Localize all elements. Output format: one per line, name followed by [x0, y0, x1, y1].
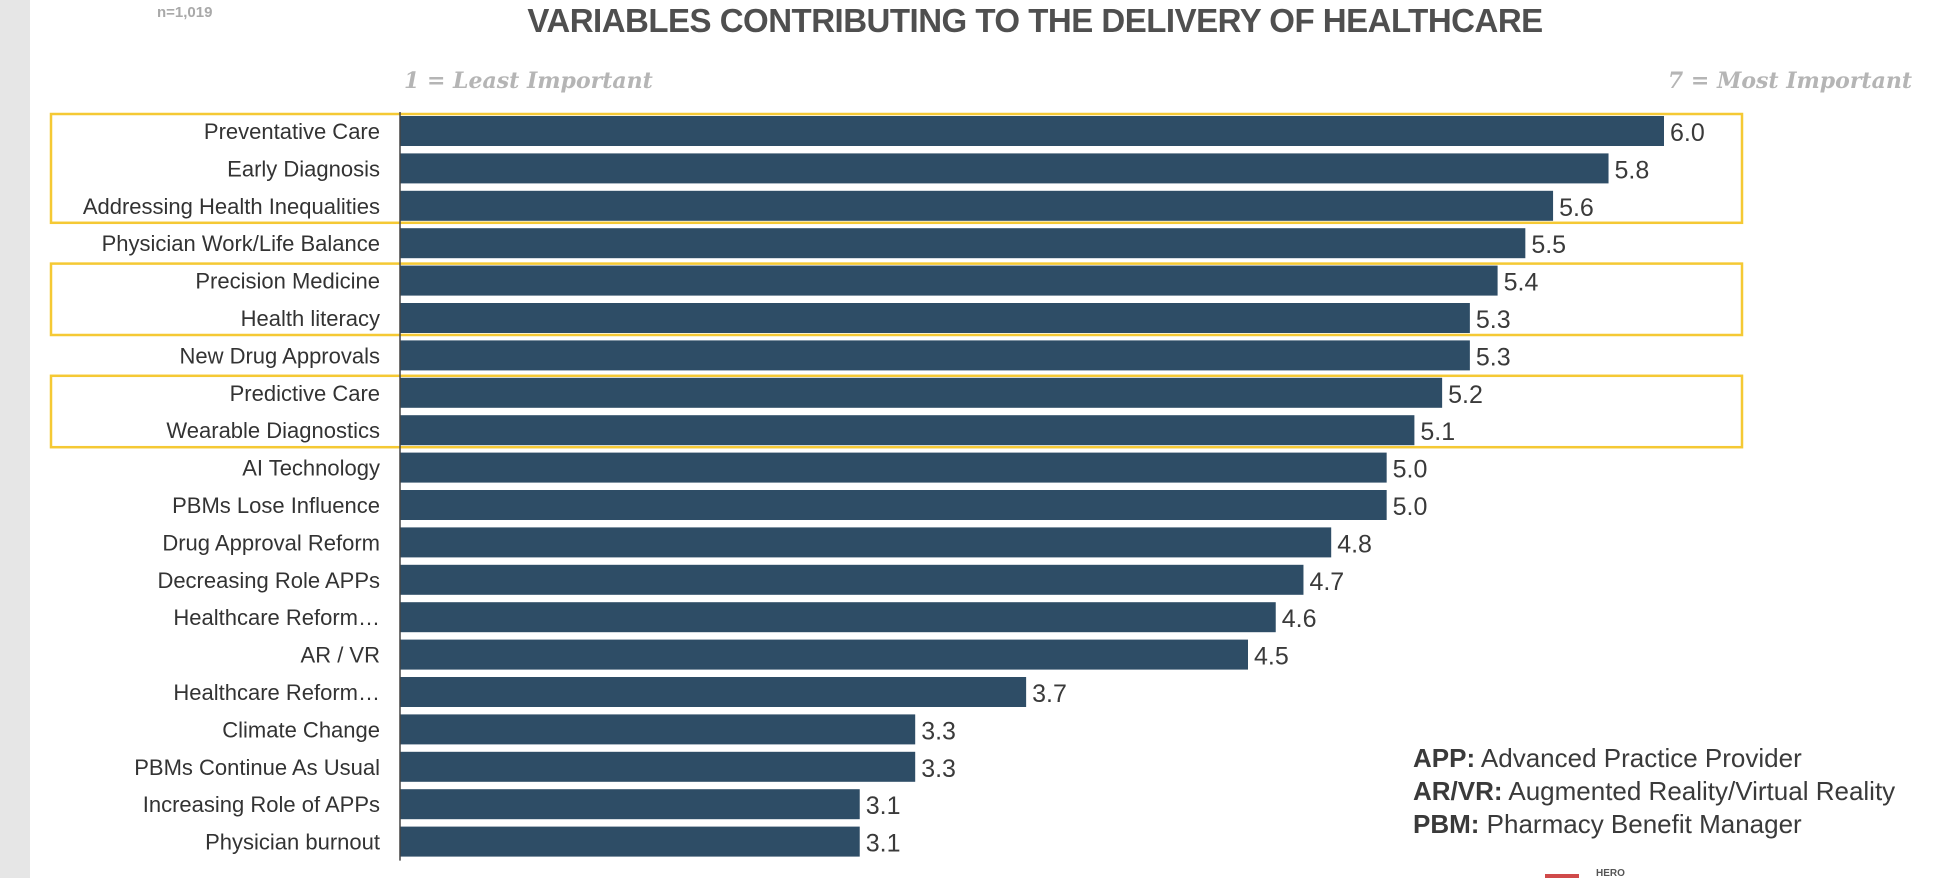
bar-14 — [400, 602, 1276, 633]
scale-least-label: 1 = Least Important — [404, 68, 653, 94]
highlight-box-2 — [49, 262, 1744, 337]
value-label-11: 5.0 — [1393, 493, 1428, 521]
bar-4 — [400, 228, 1526, 259]
value-label-18: 3.3 — [921, 755, 956, 783]
bar-20 — [400, 826, 860, 857]
value-label-15: 4.5 — [1254, 643, 1289, 671]
bar-6 — [400, 303, 1470, 333]
bar-3 — [400, 190, 1554, 221]
highlight-box-3 — [49, 374, 1744, 449]
category-label-15: AR / VR — [301, 643, 380, 668]
category-label-8: Predictive Care — [230, 381, 380, 406]
bar-8 — [400, 377, 1443, 408]
bar-1 — [400, 116, 1664, 146]
bar-18 — [400, 751, 916, 782]
category-label-3: Addressing Health Inequalities — [83, 194, 380, 219]
category-label-9: Wearable Diagnostics — [166, 418, 380, 443]
category-label-11: PBMs Lose Influence — [172, 493, 380, 518]
value-label-19: 3.1 — [866, 792, 901, 820]
category-label-13: Decreasing Role APPs — [157, 568, 380, 593]
category-label-16: Healthcare Reform… — [173, 680, 380, 705]
bar-9 — [400, 415, 1415, 446]
bar-2 — [400, 153, 1609, 184]
bar-7 — [400, 340, 1470, 371]
bar-19 — [400, 789, 860, 820]
bar-15 — [400, 639, 1248, 670]
abbreviation-legend: APP: Advanced Practice Provider AR/VR: A… — [1413, 742, 1895, 841]
value-label-6: 5.3 — [1476, 306, 1511, 334]
value-label-13: 4.7 — [1309, 568, 1344, 596]
brand-logo-mark — [1545, 874, 1579, 878]
value-label-12: 4.8 — [1337, 530, 1372, 558]
left-gutter — [0, 0, 30, 878]
category-label-19: Increasing Role of APPs — [143, 792, 380, 817]
value-label-5: 5.4 — [1504, 269, 1539, 297]
bar-12 — [400, 527, 1332, 558]
legend-item-pbm: PBM: Pharmacy Benefit Manager — [1413, 809, 1802, 839]
chart-title: VARIABLES CONTRIBUTING TO THE DELIVERY O… — [527, 2, 1543, 39]
value-label-8: 5.2 — [1448, 381, 1483, 409]
category-label-5: Precision Medicine — [195, 269, 380, 294]
value-label-10: 5.0 — [1393, 456, 1428, 484]
bar-13 — [400, 564, 1304, 595]
category-label-4: Physician Work/Life Balance — [102, 231, 380, 256]
highlight-box-1 — [49, 112, 1744, 225]
legend-item-arvr: AR/VR: Augmented Reality/Virtual Reality — [1413, 776, 1896, 806]
scale-most-label: 7 = Most Important — [1667, 68, 1912, 94]
category-label-1: Preventative Care — [204, 119, 380, 144]
sample-size-label: n=1,019 — [157, 4, 213, 21]
bar-10 — [400, 452, 1387, 483]
value-label-2: 5.8 — [1615, 156, 1650, 184]
value-label-7: 5.3 — [1476, 343, 1511, 371]
category-label-17: Climate Change — [222, 717, 380, 742]
brand-logo-text: HERO — [1596, 868, 1625, 879]
category-label-12: Drug Approval Reform — [162, 530, 380, 555]
value-label-1: 6.0 — [1670, 119, 1705, 147]
category-label-14: Healthcare Reform… — [173, 605, 380, 630]
bar-16 — [400, 677, 1027, 707]
category-label-6: Health literacy — [241, 306, 380, 331]
bar-11 — [400, 490, 1387, 520]
value-label-20: 3.1 — [866, 830, 901, 858]
bar-5 — [400, 265, 1498, 296]
category-label-7: New Drug Approvals — [179, 343, 380, 368]
bar-17 — [400, 714, 916, 745]
value-label-3: 5.6 — [1559, 194, 1594, 222]
category-label-2: Early Diagnosis — [227, 156, 380, 181]
category-label-18: PBMs Continue As Usual — [134, 755, 380, 780]
value-label-4: 5.5 — [1531, 231, 1566, 259]
value-label-17: 3.3 — [921, 717, 956, 745]
legend-item-app: APP: Advanced Practice Provider — [1413, 743, 1802, 773]
value-label-14: 4.6 — [1282, 605, 1317, 633]
value-label-9: 5.1 — [1420, 418, 1455, 446]
category-label-10: AI Technology — [242, 456, 380, 481]
category-label-20: Physician burnout — [205, 830, 380, 855]
value-label-16: 3.7 — [1032, 680, 1067, 708]
